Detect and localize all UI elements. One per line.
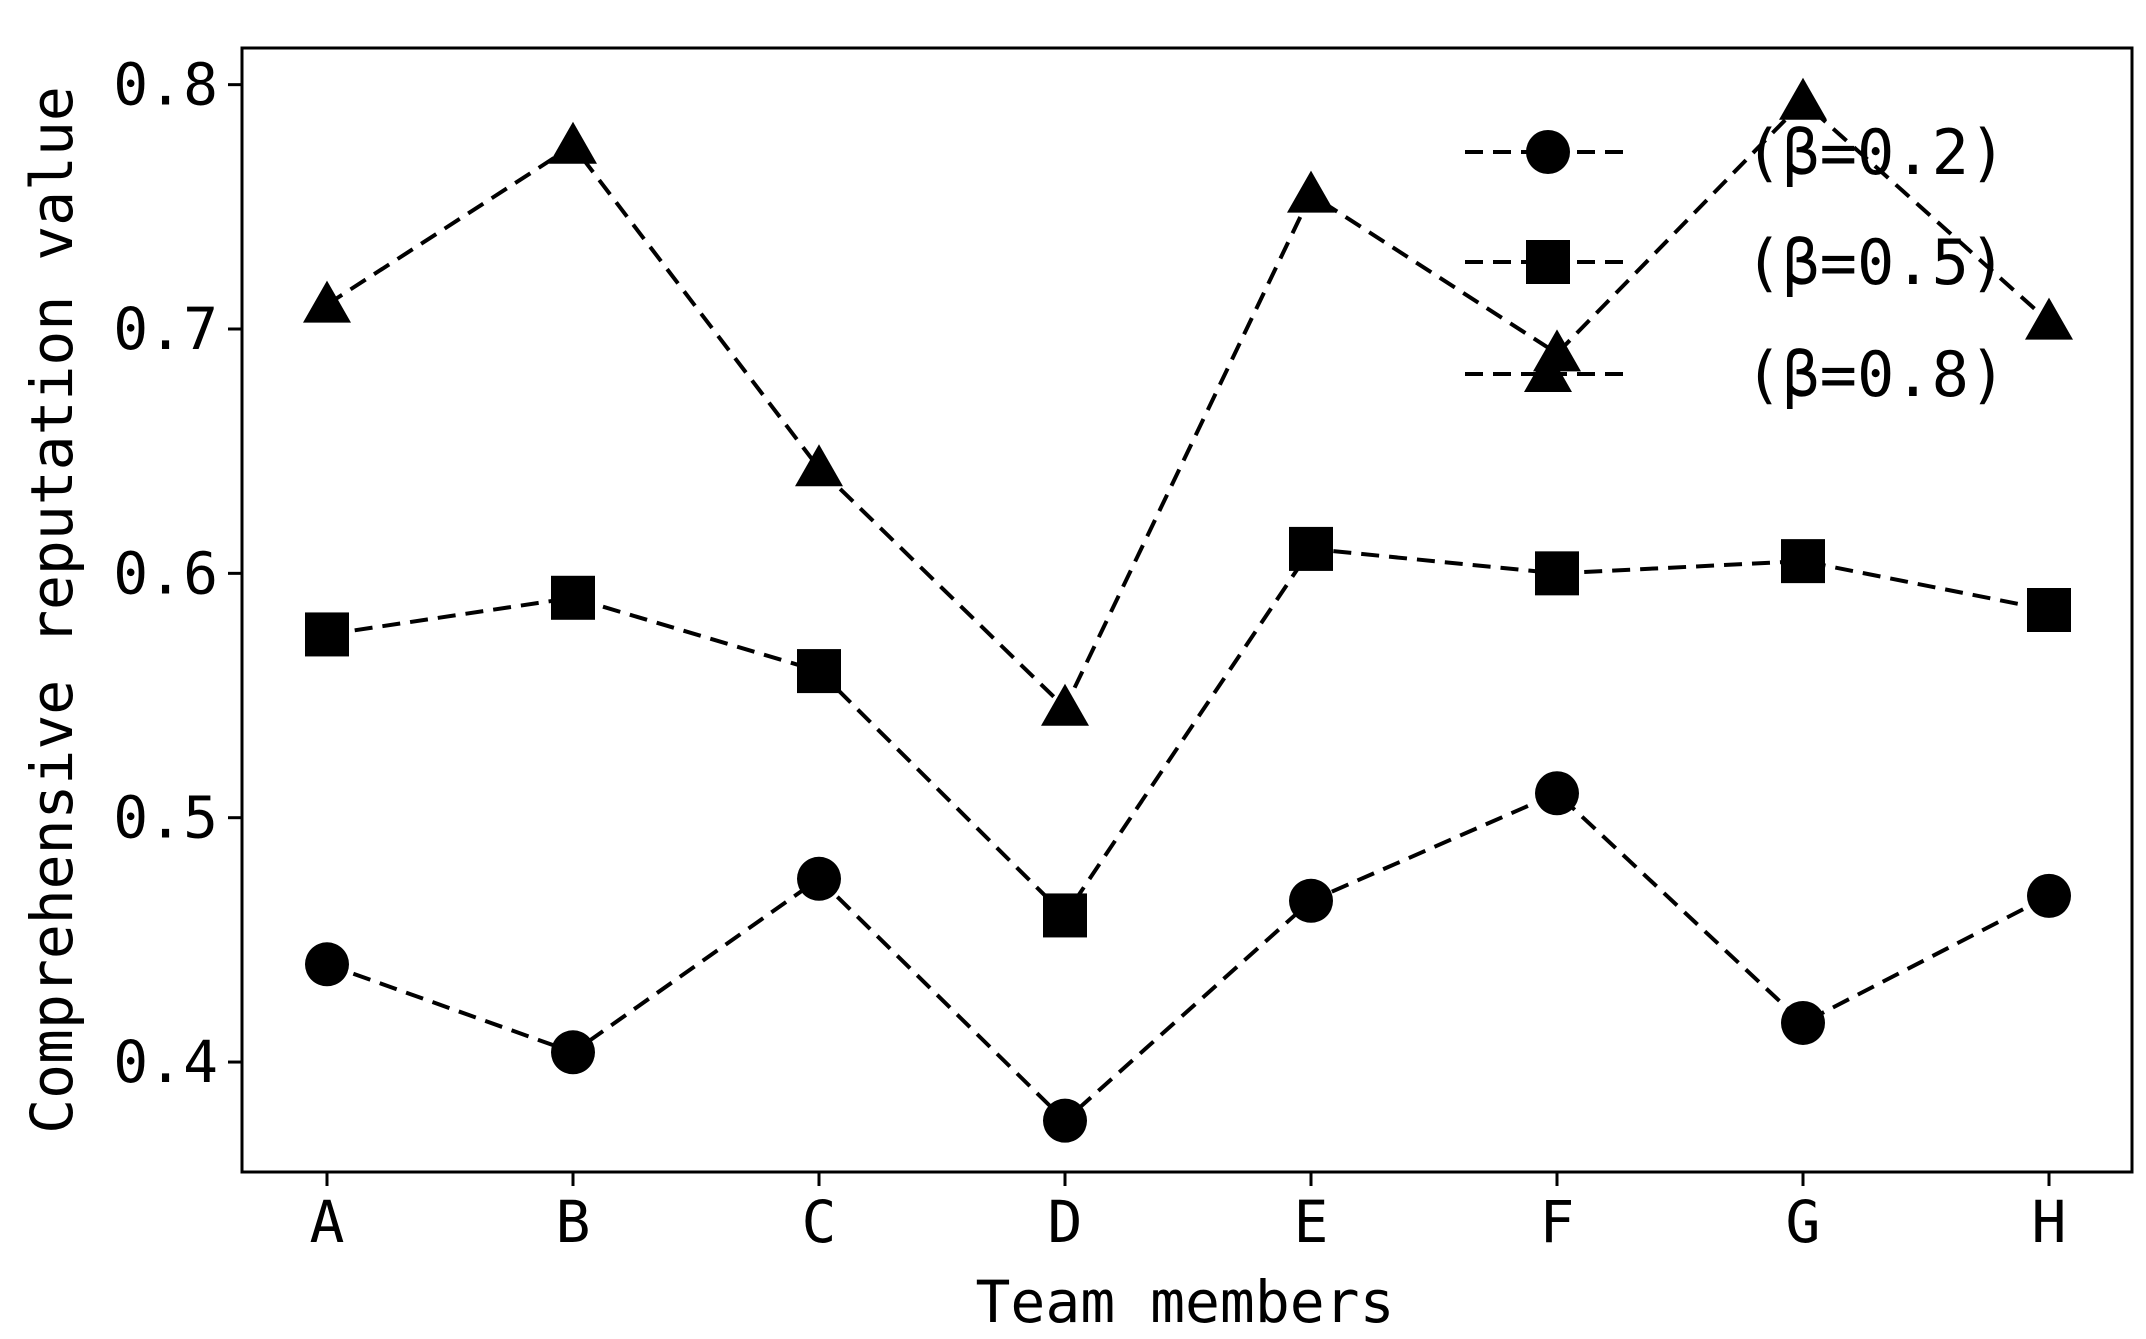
legend-label-2: (β=0.5) [1745, 226, 2006, 299]
series-2-point [1781, 539, 1825, 584]
series-2-point [1289, 526, 1333, 571]
legend: (β=0.2) (β=0.5) (β=0.8) [1465, 116, 2006, 411]
series-2-point [551, 575, 595, 620]
series-1-point [551, 1030, 595, 1075]
legend-marker-3 [1524, 350, 1572, 392]
x-tick-label: B [556, 1188, 591, 1256]
series-3-point [1779, 77, 1827, 120]
y-tick-label: 0.7 [113, 295, 218, 363]
x-tick-label: H [2032, 1188, 2067, 1256]
series-3-point [795, 444, 843, 487]
series-3-point [549, 121, 597, 164]
series-2-point [1535, 551, 1579, 596]
y-axis-label: Comprehensive reputation value [18, 86, 86, 1134]
x-tick-label: A [310, 1188, 345, 1256]
x-tick-label: G [1786, 1188, 1821, 1256]
series-2-point [797, 649, 841, 694]
y-tick-label: 0.8 [113, 51, 218, 119]
legend-marker-1 [1526, 130, 1570, 174]
series-3-point [1287, 170, 1335, 213]
x-tick-label: D [1048, 1188, 1083, 1256]
series-1-point [1781, 1000, 1825, 1045]
x-tick-label: C [802, 1188, 837, 1256]
series-1-point [797, 856, 841, 901]
series-line-1 [326, 790, 2050, 1124]
x-tick-label: E [1294, 1188, 1329, 1256]
series-1-point [305, 942, 349, 987]
series-2-point [305, 612, 349, 657]
series-1-point [1535, 771, 1579, 816]
series-2-point [1043, 893, 1087, 938]
series-line-3 [325, 98, 2051, 712]
x-axis-label: Team members [975, 1268, 1394, 1336]
series-3-point [1041, 683, 1089, 726]
series-3-point [303, 280, 351, 323]
plot-frame [240, 46, 2134, 1174]
legend-marker-2 [1526, 240, 1570, 284]
series-1-point [2027, 873, 2071, 918]
series-layer [303, 77, 2073, 1143]
y-axis-ticks: 0.4 0.5 0.6 0.7 0.8 [113, 51, 242, 1096]
series-1-point [1289, 878, 1333, 923]
series-2-point [2027, 588, 2071, 632]
x-axis-ticks: A B C D E F G H [310, 1172, 2067, 1256]
y-tick-label: 0.6 [113, 539, 218, 607]
series-3-point [2025, 297, 2073, 340]
series-line-2 [326, 546, 2050, 919]
legend-label-3: (β=0.8) [1745, 338, 2006, 411]
series-1-point [1043, 1098, 1087, 1143]
legend-label-1: (β=0.2) [1745, 116, 2006, 189]
x-tick-label: F [1540, 1188, 1575, 1256]
y-tick-label: 0.4 [113, 1028, 218, 1096]
y-tick-label: 0.5 [113, 784, 218, 852]
